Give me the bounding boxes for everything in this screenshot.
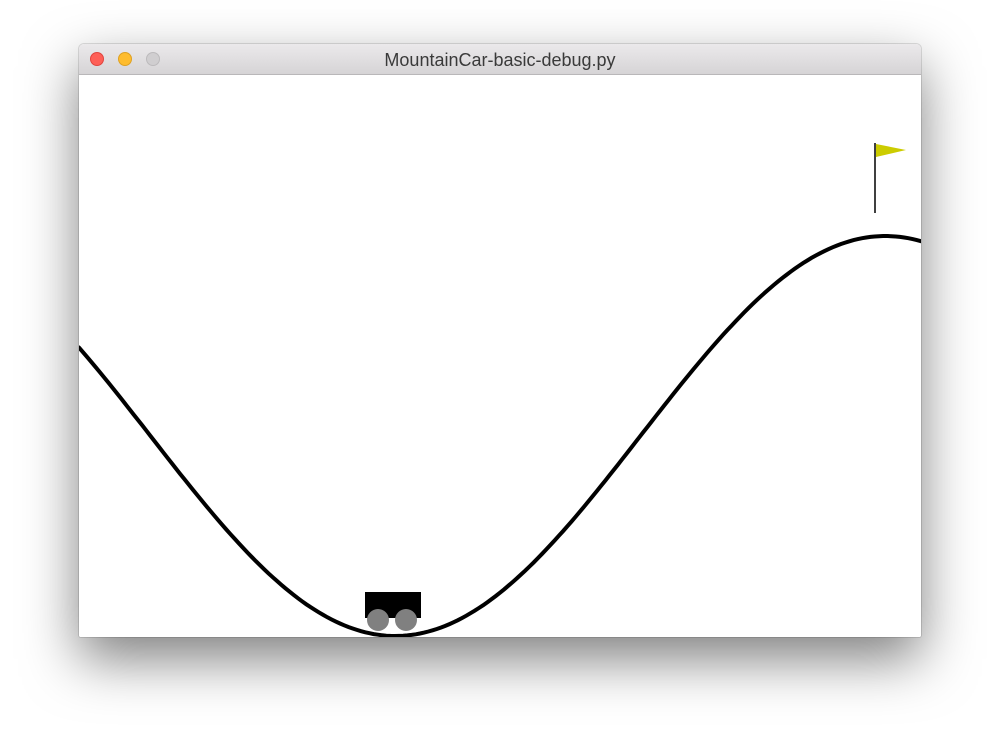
flag [876,144,906,157]
zoom-button[interactable] [146,52,160,66]
game-canvas [79,143,921,637]
title-bar[interactable]: MountainCar-basic-debug.py [79,44,921,75]
car-wheel-front [395,609,417,631]
mountain-track [79,234,921,637]
minimize-button[interactable] [118,52,132,66]
game-viewport [79,75,921,637]
goal-flag [874,143,906,213]
close-button[interactable] [90,52,104,66]
car-wheel-rear [367,609,389,631]
app-window: MountainCar-basic-debug.py [79,44,921,637]
car [365,592,421,631]
window-title: MountainCar-basic-debug.py [384,50,616,70]
